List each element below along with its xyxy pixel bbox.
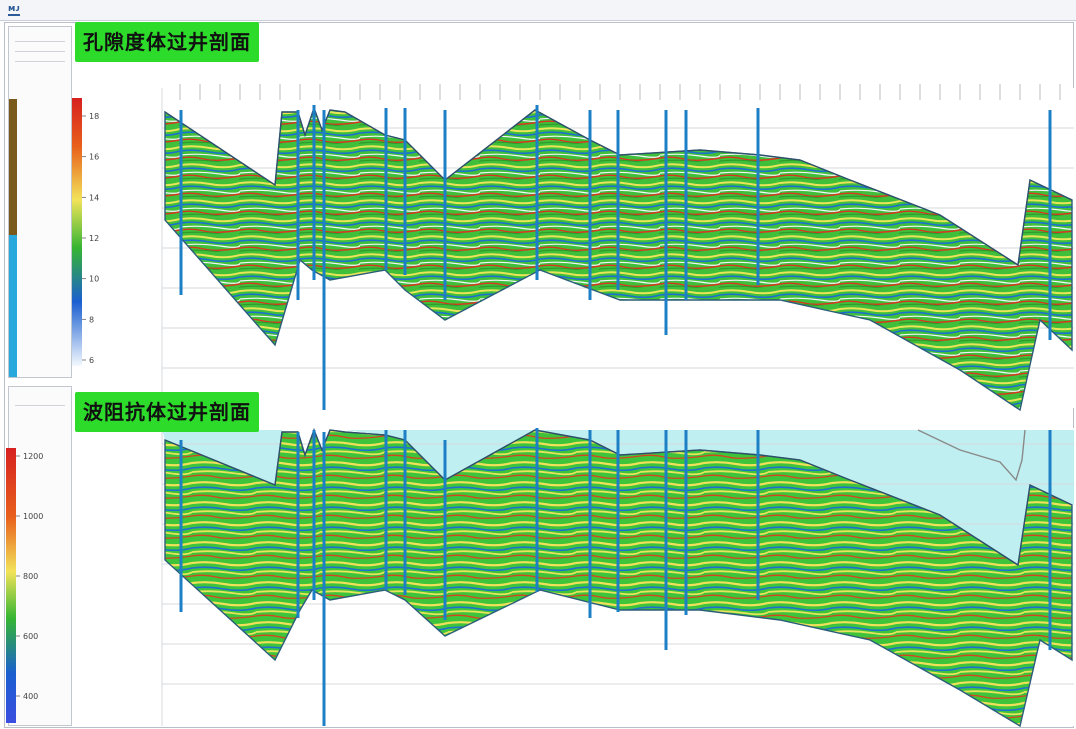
porosity-colorbar-tick-label: 18 — [89, 112, 99, 121]
porosity-colorbar-tick-label: 14 — [89, 193, 99, 202]
impedance-colorbar-tick-label: 400 — [23, 692, 38, 701]
impedance-colorbar: 1200 1000 800 600 400 — [6, 448, 43, 723]
porosity-colorbar: 18 16 14 12 10 8 6 — [72, 98, 99, 366]
porosity-section-title: 孔隙度体过井剖面 — [75, 22, 259, 62]
porosity-colorbar-tick-label: 10 — [89, 275, 99, 284]
bottom-sky-fill — [162, 430, 1074, 565]
panel-divider — [15, 41, 65, 42]
bottom-well-markers — [179, 428, 1052, 726]
panel-divider — [15, 405, 65, 406]
impedance-colorbar-tick-label: 800 — [23, 572, 38, 581]
impedance-log-curve — [917, 429, 1026, 482]
porosity-gradient — [72, 98, 82, 366]
porosity-colorbar-tick-label: 12 — [89, 234, 99, 243]
impedance-colorbar-tick-label: 600 — [23, 632, 38, 641]
panel-divider — [15, 51, 65, 52]
impedance-colorbar-tick-label: 1200 — [23, 452, 43, 461]
lithology-panel — [8, 26, 72, 378]
porosity-colorbar-tick-label: 8 — [89, 315, 94, 324]
impedance-legend-panel — [8, 386, 72, 726]
top-trace-ticks — [179, 84, 1061, 100]
porosity-colorbar-tick-label: 16 — [89, 153, 99, 162]
top-well-markers — [179, 105, 1052, 410]
panel-divider — [15, 61, 65, 62]
impedance-gradient — [6, 448, 16, 723]
lithology-strip-blue — [9, 235, 17, 377]
lithology-strip-brown — [9, 99, 17, 235]
impedance-colorbar-tick-label: 1000 — [23, 512, 43, 521]
app-logo: ᴍᴊ — [8, 4, 20, 16]
window-topbar: ᴍᴊ — [0, 0, 1076, 21]
porosity-colorbar-tick-label: 6 — [89, 356, 94, 365]
impedance-section-title: 波阻抗体过井剖面 — [75, 392, 259, 432]
